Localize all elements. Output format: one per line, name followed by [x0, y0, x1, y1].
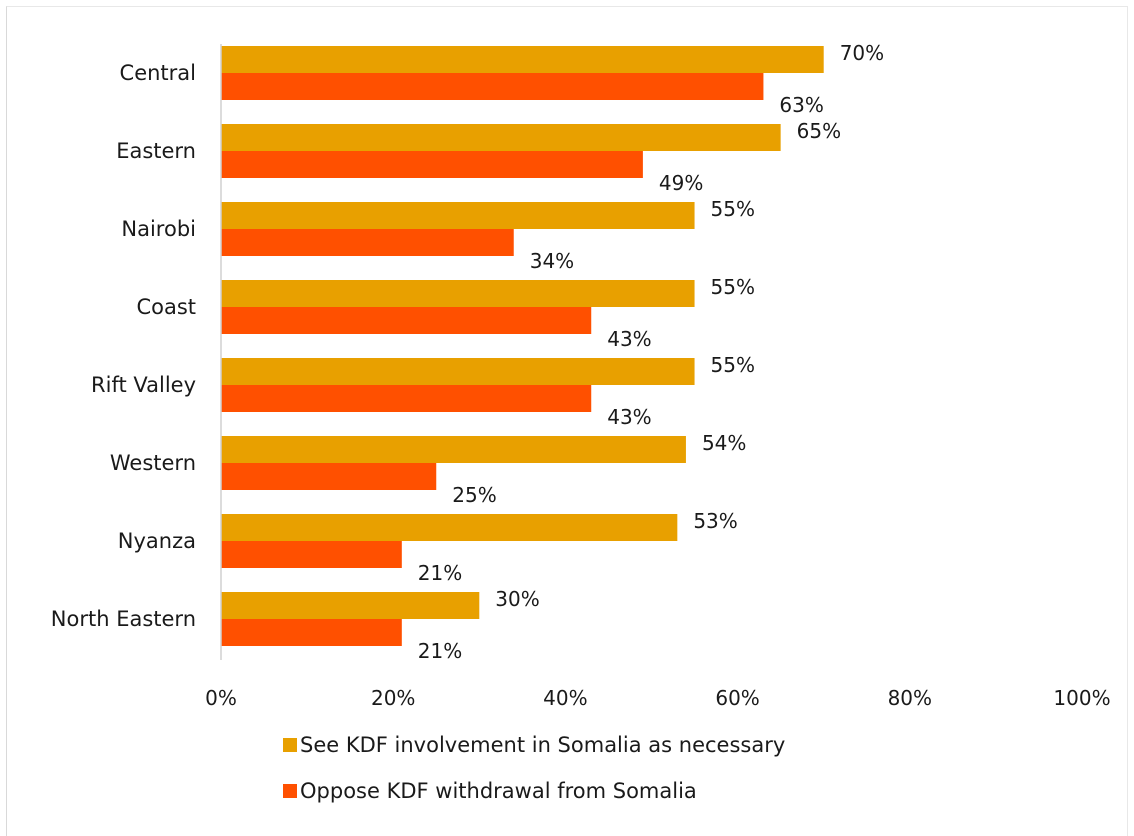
category-label: Coast: [136, 295, 196, 319]
bar-oppose-withdrawal: [221, 229, 514, 256]
category-label: North Eastern: [51, 607, 196, 631]
bar-necessary: [221, 592, 480, 619]
category-label: Rift Valley: [91, 373, 196, 397]
bar-oppose-withdrawal: [221, 541, 402, 568]
category-label: Nyanza: [118, 529, 196, 553]
bar-oppose-withdrawal: [221, 151, 643, 178]
labels-layer: Central 70% 63% Eastern 65% 49% Nairobi 55% 34% C…: [51, 41, 884, 663]
x-tick-label: 100%: [1053, 686, 1110, 710]
legend-label: See KDF involvement in Somalia as necess…: [300, 733, 785, 757]
legend: See KDF involvement in Somalia as necess…: [283, 733, 785, 803]
data-label: 30%: [495, 587, 539, 611]
data-label: 63%: [779, 93, 823, 117]
data-label: 21%: [418, 561, 462, 585]
bar-necessary: [221, 514, 678, 541]
data-label: 43%: [607, 327, 651, 351]
x-tick-label: 20%: [371, 686, 415, 710]
bar-oppose-withdrawal: [221, 619, 402, 646]
bar-necessary: [221, 124, 781, 151]
bars-layer: [221, 46, 824, 646]
data-label: 65%: [797, 119, 841, 143]
data-label: 25%: [452, 483, 496, 507]
data-label: 55%: [711, 197, 755, 221]
x-axis-ticks: 0% 20% 40% 60% 80% 100%: [205, 686, 1110, 710]
x-tick-label: 0%: [205, 686, 237, 710]
bar-necessary: [221, 358, 695, 385]
x-tick-label: 40%: [543, 686, 587, 710]
bar-necessary: [221, 436, 686, 463]
bar-necessary: [221, 280, 695, 307]
data-label: 55%: [711, 353, 755, 377]
data-label: 70%: [840, 41, 884, 65]
bar-oppose-withdrawal: [221, 307, 592, 334]
chart-frame: [6, 6, 1128, 836]
legend-label: Oppose KDF withdrawal from Somalia: [300, 779, 697, 803]
x-tick-label: 60%: [715, 686, 759, 710]
legend-swatch: [283, 784, 297, 798]
category-label: Nairobi: [121, 217, 196, 241]
data-label: 43%: [607, 405, 651, 429]
x-tick-label: 80%: [888, 686, 932, 710]
category-label: Eastern: [116, 139, 196, 163]
bar-oppose-withdrawal: [221, 463, 437, 490]
data-label: 34%: [530, 249, 574, 273]
category-label: Central: [120, 61, 196, 85]
category-label: Western: [110, 451, 196, 475]
bar-oppose-withdrawal: [221, 73, 764, 100]
data-label: 21%: [418, 639, 462, 663]
data-label: 55%: [711, 275, 755, 299]
data-label: 53%: [693, 509, 737, 533]
bar-oppose-withdrawal: [221, 385, 592, 412]
legend-swatch: [283, 738, 297, 752]
bar-necessary: [221, 202, 695, 229]
bar-necessary: [221, 46, 824, 73]
data-label: 54%: [702, 431, 746, 455]
data-label: 49%: [659, 171, 703, 195]
